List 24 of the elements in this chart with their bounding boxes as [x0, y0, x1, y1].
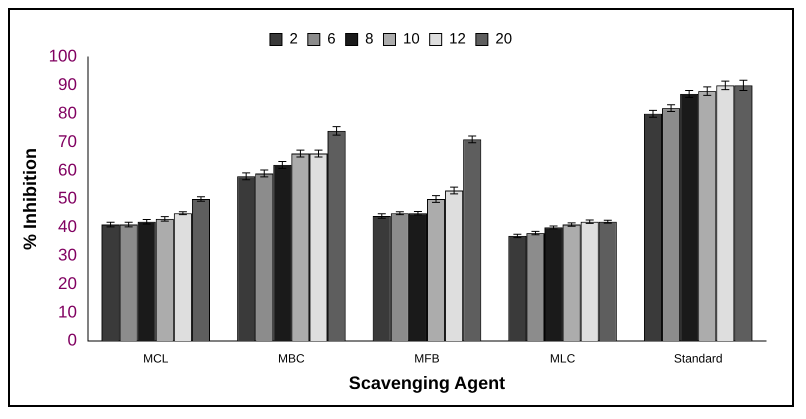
legend-label: 8 [365, 30, 374, 48]
x-tick-label: MFB [414, 352, 440, 366]
legend-label: 12 [449, 30, 466, 48]
y-tick-label: 90 [58, 75, 77, 94]
x-tick-label: Standard [674, 352, 723, 366]
x-tick-label: MCL [143, 352, 169, 366]
x-axis-title: Scavenging Agent [348, 373, 506, 394]
y-tick-label: 20 [58, 274, 77, 293]
x-tick-label: MLC [550, 352, 576, 366]
y-tick-label: 70 [58, 132, 77, 151]
x-tick-label: MBC [278, 352, 306, 366]
y-tick-label: 30 [58, 245, 77, 264]
y-axis-title: % Inhibition [20, 148, 40, 250]
y-tick-label: 0 [67, 330, 77, 350]
legend-label: 20 [495, 30, 512, 48]
legend-label: 2 [289, 30, 298, 48]
y-tick-label: 10 [58, 302, 77, 322]
legend-label: 6 [327, 30, 336, 48]
y-tick-label: 40 [58, 217, 77, 236]
y-tick-label: 50 [58, 188, 77, 208]
legend-label: 10 [402, 30, 420, 48]
y-tick-label: 100 [48, 46, 77, 66]
y-tick-label: 80 [58, 103, 77, 122]
y-tick-label: 60 [58, 160, 77, 180]
